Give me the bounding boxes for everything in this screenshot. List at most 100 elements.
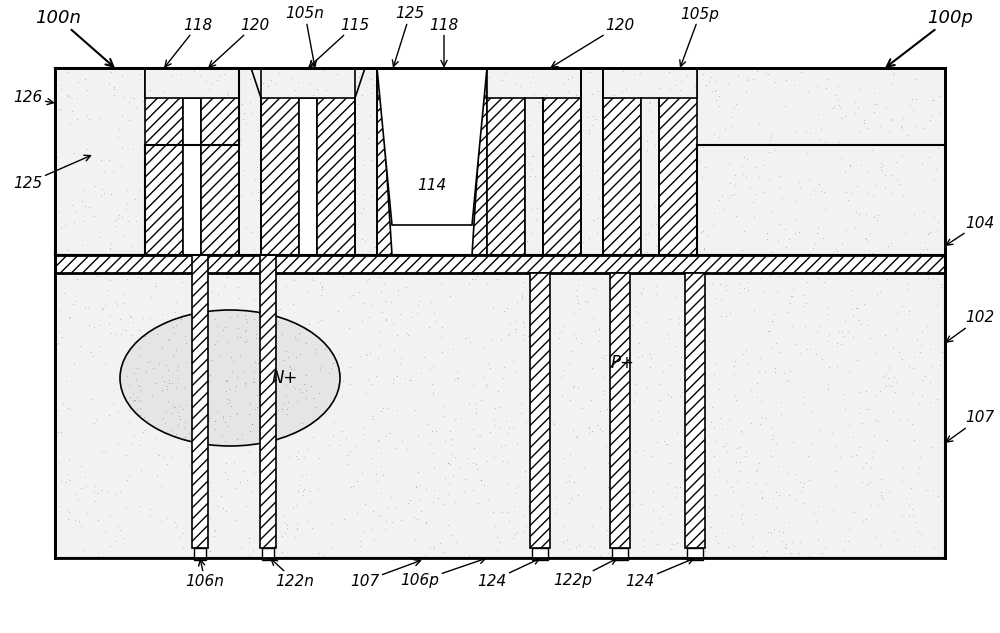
Point [204, 286, 220, 296]
Point [356, 527, 372, 537]
Point [356, 298, 372, 308]
Point [914, 326, 930, 336]
Point [860, 123, 876, 133]
Point [356, 429, 372, 439]
Point [531, 368, 547, 378]
Point [910, 468, 926, 479]
Point [643, 127, 659, 137]
Point [136, 404, 152, 415]
Point [373, 511, 389, 521]
Point [728, 395, 744, 405]
Point [447, 374, 463, 384]
Point [568, 284, 584, 294]
Point [378, 515, 394, 525]
Point [814, 354, 830, 364]
Point [262, 320, 278, 330]
Point [594, 352, 610, 362]
Point [96, 188, 112, 198]
Point [845, 332, 861, 342]
Point [313, 361, 329, 371]
Point [912, 347, 928, 357]
Point [906, 541, 922, 551]
Point [536, 433, 552, 443]
Text: 114: 114 [417, 177, 447, 192]
Point [354, 468, 370, 479]
Point [271, 342, 287, 352]
Point [470, 498, 486, 508]
Point [50, 427, 66, 437]
Point [798, 126, 814, 136]
Point [286, 363, 302, 373]
Point [180, 105, 196, 115]
Point [259, 351, 275, 361]
Point [130, 380, 146, 390]
Point [853, 160, 869, 170]
Point [305, 432, 321, 442]
Point [682, 496, 698, 506]
Point [910, 527, 926, 537]
Point [305, 275, 321, 285]
Point [220, 398, 236, 408]
Point [642, 97, 658, 107]
Point [278, 380, 294, 391]
Point [385, 318, 401, 328]
Point [296, 395, 312, 405]
Point [722, 178, 738, 188]
Point [331, 440, 347, 450]
Point [144, 389, 160, 399]
Point [915, 206, 931, 216]
Point [728, 99, 744, 109]
Point [537, 334, 553, 344]
Point [843, 188, 859, 198]
Point [302, 78, 318, 88]
Point [538, 404, 554, 414]
Point [758, 478, 774, 488]
Point [142, 85, 158, 95]
Point [858, 515, 874, 525]
Point [398, 282, 414, 292]
Point [209, 75, 225, 85]
Point [212, 72, 228, 82]
Point [662, 84, 678, 94]
Point [736, 152, 752, 162]
Point [408, 482, 424, 492]
Point [600, 548, 616, 558]
Point [900, 279, 916, 289]
Point [842, 160, 858, 170]
Point [195, 464, 211, 474]
Point [270, 319, 286, 329]
Point [589, 228, 605, 238]
Point [310, 317, 326, 327]
Point [345, 290, 361, 300]
Point [399, 328, 415, 338]
Point [144, 408, 160, 418]
Point [555, 521, 571, 531]
Point [556, 453, 572, 463]
Point [874, 492, 890, 502]
Point [531, 280, 547, 291]
Point [829, 246, 845, 256]
Point [697, 546, 713, 556]
Point [299, 444, 315, 454]
Point [795, 392, 811, 402]
Point [289, 334, 305, 344]
Point [168, 297, 184, 307]
Point [101, 155, 117, 165]
Point [102, 243, 118, 253]
Point [782, 298, 798, 308]
Point [406, 512, 422, 522]
Ellipse shape [120, 310, 340, 446]
Point [79, 508, 95, 518]
Point [668, 80, 684, 90]
Point [791, 177, 807, 187]
Point [245, 407, 261, 417]
Point [263, 365, 279, 375]
Point [562, 394, 578, 404]
Point [147, 356, 163, 367]
Point [131, 440, 147, 450]
Point [813, 124, 829, 134]
Point [345, 481, 361, 491]
Point [520, 501, 536, 511]
Point [738, 86, 754, 96]
Point [254, 472, 270, 482]
